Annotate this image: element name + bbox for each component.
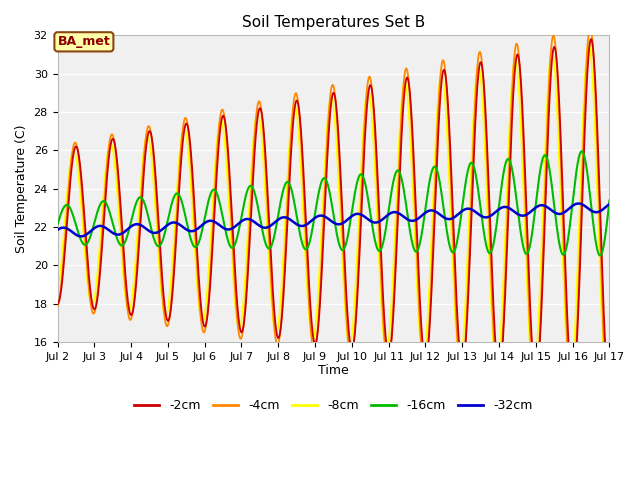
Legend: -2cm, -4cm, -8cm, -16cm, -32cm: -2cm, -4cm, -8cm, -16cm, -32cm [129,394,538,417]
Title: Soil Temperatures Set B: Soil Temperatures Set B [242,15,425,30]
Y-axis label: Soil Temperature (C): Soil Temperature (C) [15,124,28,253]
X-axis label: Time: Time [318,364,349,377]
Text: BA_met: BA_met [58,36,110,48]
